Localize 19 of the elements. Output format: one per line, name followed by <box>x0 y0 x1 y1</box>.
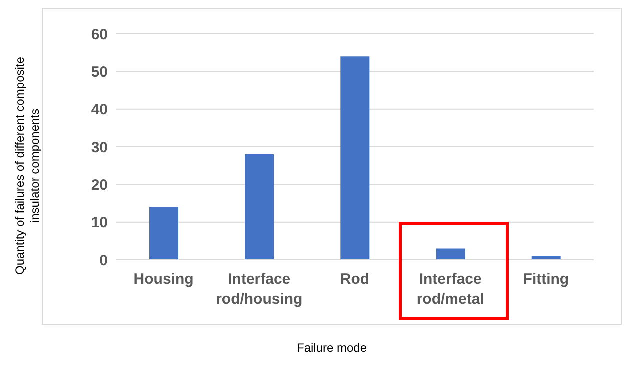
y-tick-label: 30 <box>91 139 108 156</box>
x-tick-label: Interface rod/housing <box>216 271 303 308</box>
x-tick-label: Interface rod/metal <box>416 271 484 308</box>
y-tick-label: 50 <box>91 64 108 81</box>
x-tick-label: Fitting <box>523 271 570 288</box>
y-axis-title: Quantity of failures of different composite insulator components <box>13 56 43 277</box>
bar <box>245 154 274 260</box>
y-tick-label: 40 <box>91 102 108 119</box>
bar <box>436 248 466 260</box>
x-tick-label: Housing <box>134 271 194 288</box>
y-tick-label: 20 <box>91 176 108 194</box>
bar <box>149 207 178 260</box>
y-tick-label: 0 <box>100 252 108 270</box>
x-axis-title: Failure mode <box>296 341 368 355</box>
bar <box>340 56 370 260</box>
y-tick-label: 10 <box>91 214 108 232</box>
x-tick-label: Rod <box>340 271 370 288</box>
bar <box>532 256 561 260</box>
y-tick-label: 60 <box>91 26 108 44</box>
